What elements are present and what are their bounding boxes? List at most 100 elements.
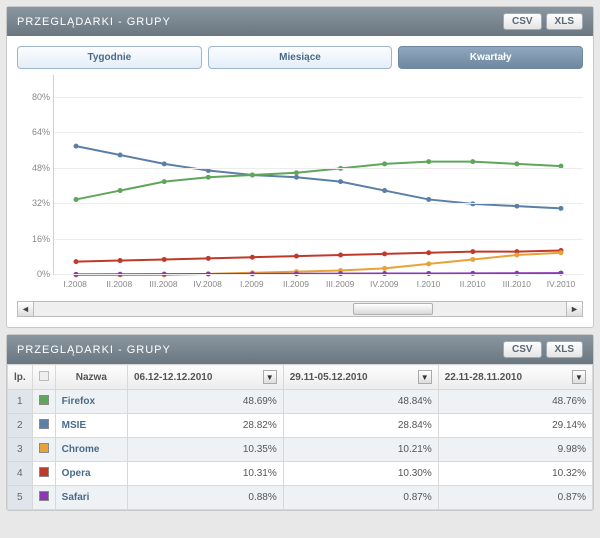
x-axis-label: IV.2008 xyxy=(186,279,230,289)
series-marker xyxy=(514,253,519,258)
cell-value: 10.30% xyxy=(283,462,438,486)
series-marker xyxy=(382,251,387,256)
cell-value: 48.84% xyxy=(283,390,438,414)
col-date-2[interactable]: 29.11-05.12.2010 ▼ xyxy=(283,365,438,390)
cell-value: 10.31% xyxy=(127,462,283,486)
cell-value: 0.87% xyxy=(283,486,438,510)
cell-lp: 5 xyxy=(8,486,33,510)
series-marker xyxy=(426,197,431,202)
color-swatch xyxy=(39,491,49,501)
panel-title: PRZEGLĄDARKI - GRUPY xyxy=(17,344,171,356)
series-marker xyxy=(162,179,167,184)
cell-swatch xyxy=(32,438,55,462)
color-swatch xyxy=(39,443,49,453)
series-marker xyxy=(426,159,431,164)
cell-value: 10.35% xyxy=(127,438,283,462)
series-marker xyxy=(470,159,475,164)
cell-name: MSIE xyxy=(55,414,127,438)
panel-title: PRZEGLĄDARKI - GRUPY xyxy=(17,16,171,28)
series-marker xyxy=(558,206,563,211)
cell-name: Firefox xyxy=(55,390,127,414)
cell-value: 48.76% xyxy=(438,390,592,414)
series-marker xyxy=(338,179,343,184)
series-marker xyxy=(118,258,123,263)
color-swatch xyxy=(39,395,49,405)
table-row[interactable]: 4Opera10.31%10.30%10.32% xyxy=(8,462,593,486)
chart-svg xyxy=(54,75,583,275)
series-marker xyxy=(118,188,123,193)
export-buttons: CSV XLS xyxy=(503,13,583,30)
date-dropdown-icon[interactable]: ▼ xyxy=(572,370,586,384)
export-xls-button[interactable]: XLS xyxy=(546,13,583,30)
cell-name: Safari xyxy=(55,486,127,510)
series-marker xyxy=(162,257,167,262)
cell-lp: 1 xyxy=(8,390,33,414)
x-axis-label: III.2009 xyxy=(318,279,362,289)
x-axis-label: I.2008 xyxy=(53,279,97,289)
x-axis-label: II.2010 xyxy=(451,279,495,289)
series-marker xyxy=(294,170,299,175)
col-date-1[interactable]: 06.12-12.12.2010 ▼ xyxy=(127,365,283,390)
series-marker xyxy=(118,153,123,158)
series-marker xyxy=(206,256,211,261)
export-csv-button[interactable]: CSV xyxy=(503,341,542,358)
y-axis-label: 80% xyxy=(20,92,50,102)
cell-value: 10.32% xyxy=(438,462,592,486)
scroll-left-arrow[interactable]: ◄ xyxy=(18,302,34,316)
series-marker xyxy=(382,266,387,271)
cell-value: 28.84% xyxy=(283,414,438,438)
table-row[interactable]: 3Chrome10.35%10.21%9.98% xyxy=(8,438,593,462)
tab-months[interactable]: Miesiące xyxy=(208,46,393,69)
tab-quarters[interactable]: Kwartały xyxy=(398,46,583,69)
col-lp[interactable]: lp. xyxy=(8,365,33,390)
series-marker xyxy=(470,249,475,254)
export-csv-button[interactable]: CSV xyxy=(503,13,542,30)
series-marker xyxy=(514,161,519,166)
y-axis-label: 48% xyxy=(20,163,50,173)
series-marker xyxy=(74,144,79,149)
series-marker xyxy=(294,175,299,180)
x-axis-label: I.2009 xyxy=(230,279,274,289)
table-row[interactable]: 1Firefox48.69%48.84%48.76% xyxy=(8,390,593,414)
series-marker xyxy=(338,253,343,258)
cell-lp: 2 xyxy=(8,414,33,438)
date-label: 06.12-12.12.2010 xyxy=(134,372,212,383)
col-swatch[interactable] xyxy=(32,365,55,390)
panel-header: PRZEGLĄDARKI - GRUPY CSV XLS xyxy=(7,335,593,364)
series-marker xyxy=(514,204,519,209)
horizontal-scrollbar[interactable]: ◄ ► xyxy=(17,301,583,317)
scroll-thumb[interactable] xyxy=(353,303,433,315)
cell-lp: 4 xyxy=(8,462,33,486)
color-swatch xyxy=(39,467,49,477)
scroll-right-arrow[interactable]: ► xyxy=(566,302,582,316)
chart-container: 0%16%32%48%64%80% I.2008II.2008III.2008I… xyxy=(7,75,593,295)
x-axis-labels: I.2008II.2008III.2008IV.2008I.2009II.200… xyxy=(53,279,583,289)
x-axis-label: III.2010 xyxy=(495,279,539,289)
x-axis-label: II.2008 xyxy=(97,279,141,289)
series-marker xyxy=(250,255,255,260)
series-marker xyxy=(426,250,431,255)
col-date-3[interactable]: 22.11-28.11.2010 ▼ xyxy=(438,365,592,390)
cell-swatch xyxy=(32,390,55,414)
series-marker xyxy=(162,161,167,166)
scroll-track[interactable] xyxy=(34,302,566,316)
col-name[interactable]: Nazwa xyxy=(55,365,127,390)
y-axis-label: 32% xyxy=(20,198,50,208)
date-label: 22.11-28.11.2010 xyxy=(445,372,522,383)
series-marker xyxy=(74,197,79,202)
table-row[interactable]: 5Safari0.88%0.87%0.87% xyxy=(8,486,593,510)
x-axis-label: I.2010 xyxy=(406,279,450,289)
tab-weeks[interactable]: Tygodnie xyxy=(17,46,202,69)
date-dropdown-icon[interactable]: ▼ xyxy=(263,370,277,384)
y-axis-label: 0% xyxy=(20,269,50,279)
color-swatch xyxy=(39,419,49,429)
y-axis-label: 64% xyxy=(20,127,50,137)
series-marker xyxy=(250,173,255,178)
series-marker xyxy=(426,261,431,266)
export-xls-button[interactable]: XLS xyxy=(546,341,583,358)
date-label: 29.11-05.12.2010 xyxy=(290,372,368,383)
table-row[interactable]: 2MSIE28.82%28.84%29.14% xyxy=(8,414,593,438)
date-dropdown-icon[interactable]: ▼ xyxy=(418,370,432,384)
cell-value: 10.21% xyxy=(283,438,438,462)
x-axis-label: III.2008 xyxy=(141,279,185,289)
